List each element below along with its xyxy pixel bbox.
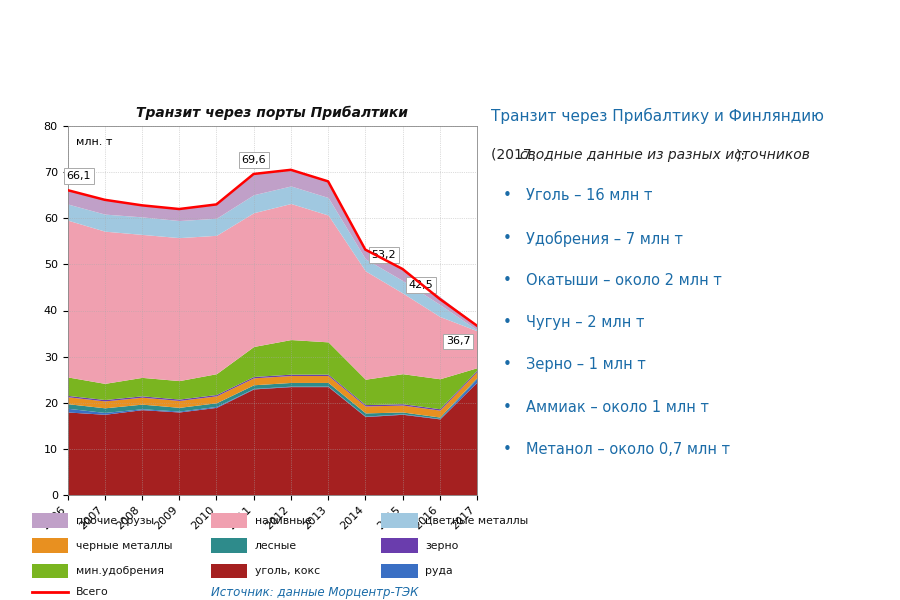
- Text: Окатыши – около 2 млн т: Окатыши – около 2 млн т: [526, 273, 722, 288]
- Bar: [32, 563, 68, 578]
- Bar: [108, 14, 128, 81]
- Text: лесные: лесные: [255, 541, 297, 551]
- Text: прочие грузы: прочие грузы: [76, 516, 154, 526]
- Text: 69,6: 69,6: [241, 155, 266, 165]
- Text: 66,1: 66,1: [67, 171, 91, 181]
- Text: Зерно – 1 млн т: Зерно – 1 млн т: [526, 357, 646, 372]
- Bar: [382, 514, 418, 528]
- Text: руда: руда: [426, 566, 453, 576]
- Text: черные металлы: черные металлы: [76, 541, 173, 551]
- Text: Всего: Всего: [76, 587, 109, 598]
- Text: •: •: [502, 273, 511, 288]
- Bar: [211, 514, 247, 528]
- Text: МОРСТРОЙТЕХНОЛОГИЯ: МОРСТРОЙТЕХНОЛОГИЯ: [11, 80, 91, 86]
- Text: Источник: данные Морцентр-ТЭК: Источник: данные Морцентр-ТЭК: [211, 586, 418, 599]
- Text: 36,7: 36,7: [446, 337, 471, 346]
- Text: млн. т: млн. т: [76, 137, 112, 147]
- Text: Чугун – 2 млн т: Чугун – 2 млн т: [526, 315, 644, 330]
- Text: •: •: [502, 400, 511, 415]
- Text: цветные металлы: цветные металлы: [426, 516, 528, 526]
- Text: •: •: [502, 230, 511, 245]
- Bar: [211, 538, 247, 553]
- Text: •: •: [502, 188, 511, 203]
- Bar: [382, 563, 418, 578]
- Text: уголь, кокс: уголь, кокс: [255, 566, 320, 576]
- Bar: [382, 538, 418, 553]
- Text: Удобрения – 7 млн т: Удобрения – 7 млн т: [526, 230, 683, 247]
- Text: мин.удобрения: мин.удобрения: [76, 566, 164, 576]
- Bar: [11, 14, 31, 81]
- Text: наливные: наливные: [255, 516, 311, 526]
- Text: ):: ):: [736, 148, 746, 162]
- Text: Метанол – около 0,7 млн т: Метанол – около 0,7 млн т: [526, 442, 730, 457]
- Text: зерно: зерно: [426, 541, 459, 551]
- Text: •: •: [502, 442, 511, 457]
- Text: 53,2: 53,2: [372, 250, 396, 260]
- Text: 42,5: 42,5: [409, 280, 434, 290]
- Text: Транзит через порты Прибалтики: Транзит через порты Прибалтики: [136, 106, 409, 120]
- Bar: [11, 47, 128, 54]
- Text: •: •: [502, 357, 511, 372]
- Bar: [32, 514, 68, 528]
- Bar: [32, 538, 68, 553]
- Text: сводные данные из разных источников: сводные данные из разных источников: [520, 148, 810, 162]
- Text: Уголь – 16 млн т: Уголь – 16 млн т: [526, 188, 652, 203]
- Bar: [59, 14, 79, 56]
- Text: Транзит российских грузов через порты
стран Балтии в 2006-2017 г.: Транзит российских грузов через порты ст…: [293, 23, 733, 66]
- Text: Аммиак – около 1 млн т: Аммиак – около 1 млн т: [526, 400, 709, 415]
- Bar: [211, 563, 247, 578]
- Text: Транзит через Прибалтику и Финляндию: Транзит через Прибалтику и Финляндию: [491, 108, 824, 124]
- Text: (2017,: (2017,: [491, 148, 540, 162]
- Text: •: •: [502, 315, 511, 330]
